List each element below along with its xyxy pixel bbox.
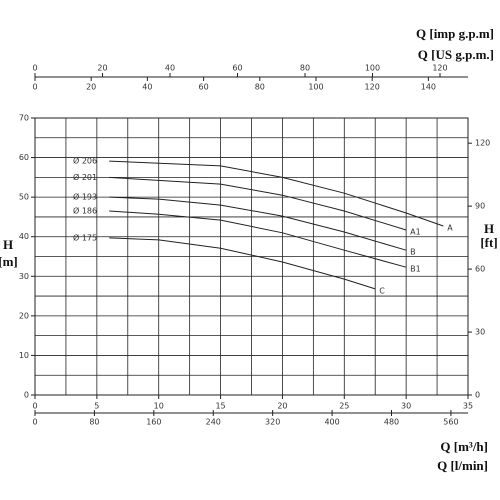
x2-tick-label: 60 — [232, 64, 242, 73]
x4-tick-label: 160 — [146, 418, 161, 427]
x3-tick-label: 60 — [198, 83, 208, 92]
x4-tick-label: 240 — [206, 418, 221, 427]
x3-axis-title: Q [US g.p.m.] — [418, 47, 494, 62]
x3-tick-label: 80 — [255, 83, 265, 92]
curve-label: B — [410, 248, 416, 257]
x-tick-label: 25 — [339, 402, 349, 411]
curve-label: A — [447, 224, 453, 233]
y2-tick-label: 60 — [475, 265, 485, 274]
x4-tick-label: 320 — [265, 418, 280, 427]
x3-tick-label: 20 — [86, 83, 96, 92]
x2-tick-label: 20 — [97, 64, 107, 73]
x-tick-label: 20 — [277, 402, 287, 411]
y-tick-label: 20 — [19, 311, 29, 320]
y2-tick-label: 120 — [475, 139, 490, 148]
pump-curve — [109, 176, 407, 231]
x3-tick-label: 140 — [421, 83, 436, 92]
diameter-label: Ø 206 — [73, 156, 97, 166]
y-tick-label: 0 — [24, 391, 29, 400]
x2-tick-label: 80 — [300, 64, 310, 73]
x2-tick-label: 120 — [432, 64, 447, 73]
y2-axis-title: H — [484, 221, 494, 236]
x-tick-label: 10 — [154, 402, 164, 411]
x3-tick-label: 40 — [142, 83, 152, 92]
y-tick-label: 50 — [19, 193, 29, 202]
x2-tick-label: 40 — [165, 64, 175, 73]
diameter-label: Ø 201 — [73, 172, 97, 182]
plot-frame — [34, 117, 469, 396]
x2-tick-label: 0 — [32, 64, 37, 73]
y-tick-label: 70 — [19, 114, 29, 123]
x-tick-label: 0 — [32, 402, 37, 411]
x4-axis-title: Q [l/min] — [437, 458, 488, 473]
curve-label: B1 — [410, 265, 421, 274]
curve-label: A1 — [410, 227, 421, 236]
pump-curve — [109, 160, 444, 227]
x3-tick-label: 120 — [365, 83, 380, 92]
x4-tick-label: 480 — [384, 418, 399, 427]
y2-tick-label: 30 — [475, 328, 485, 337]
pump-curve — [109, 210, 407, 268]
y-tick-label: 40 — [19, 232, 29, 241]
diameter-label: Ø 193 — [73, 192, 97, 202]
y-axis-title: H — [3, 237, 13, 252]
y-tick-label: 60 — [19, 153, 29, 162]
x-tick-label: 15 — [215, 402, 225, 411]
diameter-label: Ø 186 — [73, 205, 97, 215]
x-tick-label: 30 — [401, 402, 411, 411]
x4-tick-label: 80 — [89, 418, 99, 427]
y-tick-label: 30 — [19, 272, 29, 281]
x-tick-label: 5 — [94, 402, 99, 411]
pump-curve — [109, 196, 407, 251]
y2-tick-label: 90 — [475, 202, 485, 211]
x-tick-label: 35 — [463, 402, 473, 411]
pump-curve — [109, 237, 376, 290]
x4-tick-label: 400 — [324, 418, 339, 427]
y2-axis-unit: [ft] — [480, 235, 497, 250]
y2-tick-label: 0 — [475, 391, 480, 400]
x2-axis-title: Q [imp g.p.m] — [416, 26, 494, 41]
curve-label: C — [379, 286, 385, 295]
diameter-label: Ø 175 — [73, 232, 97, 242]
y-tick-label: 10 — [19, 351, 29, 360]
x3-tick-label: 0 — [32, 83, 37, 92]
x2-tick-label: 100 — [365, 64, 380, 73]
y-axis-unit: [m] — [0, 254, 18, 269]
x3-tick-label: 100 — [308, 83, 323, 92]
x-axis-title: Q [m³/h] — [440, 439, 488, 454]
x4-tick-label: 560 — [443, 418, 458, 427]
x4-tick-label: 0 — [32, 418, 37, 427]
